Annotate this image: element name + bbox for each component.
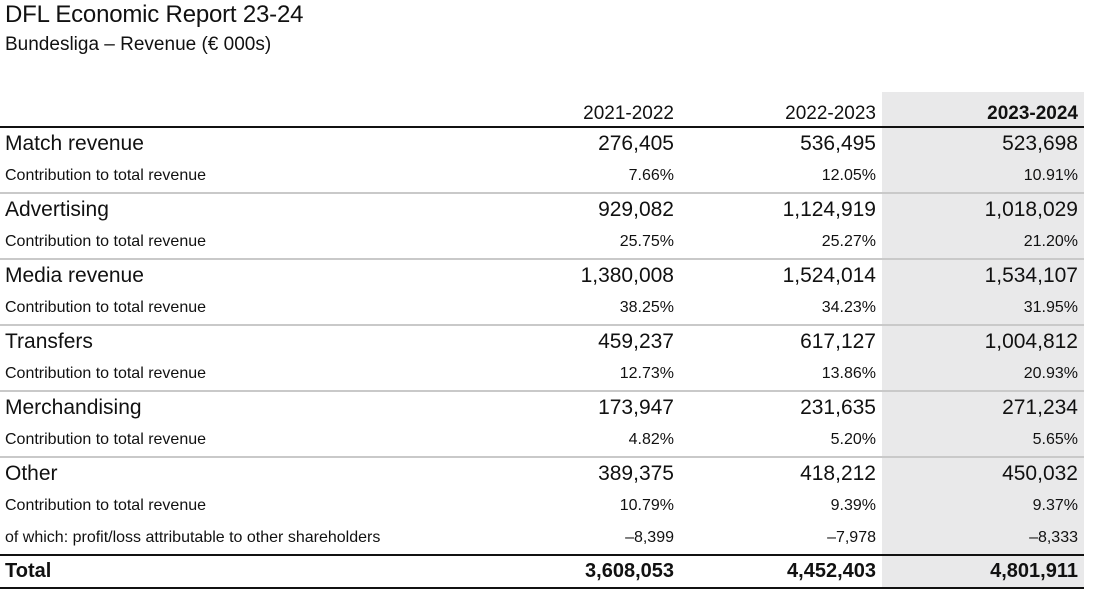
value-cell: 536,495	[800, 132, 876, 155]
row-label: Advertising	[5, 198, 109, 221]
value-cell: 1,018,029	[882, 193, 1084, 226]
row-label: Contribution to total revenue	[0, 358, 478, 392]
value-cell: 25.27%	[680, 226, 882, 260]
row-label: Contribution to total revenue	[0, 424, 478, 458]
table-row-advertising: Advertising 929,082 1,124,919 1,018,029	[0, 193, 1084, 226]
value-cell: 459,237	[598, 330, 674, 353]
value-cell: 389,375	[598, 462, 674, 485]
row-label: Total	[0, 554, 478, 589]
header-label-cell	[0, 92, 478, 128]
value-cell: 21.20%	[882, 226, 1084, 260]
row-label: Contribution to total revenue	[5, 497, 207, 514]
table-row-merchandising: Merchandising 173,947 231,635 271,234	[0, 391, 1084, 424]
value-cell: 20.93%	[882, 358, 1084, 392]
value-cell: 9.39%	[830, 497, 876, 514]
row-label: Match revenue	[5, 132, 144, 155]
value-cell: 1,524,014	[782, 264, 876, 287]
value-cell: 4,801,911	[882, 554, 1084, 589]
row-label: Merchandising	[5, 396, 142, 419]
column-header-2023-2024: 2023-2024	[882, 92, 1084, 128]
value-cell: 12.73%	[478, 358, 680, 392]
row-label: Contribution to total revenue	[0, 160, 478, 194]
value-cell: 10.91%	[882, 160, 1084, 194]
report-title: DFL Economic Report 23-24	[5, 1, 304, 28]
value-cell: 1,004,812	[882, 325, 1084, 358]
value-cell: –7,978	[827, 529, 876, 546]
value-cell: 10.79%	[619, 497, 674, 514]
value-cell: 13.86%	[680, 358, 882, 392]
row-label: Transfers	[5, 330, 93, 353]
table-row-media-revenue-contribution: Contribution to total revenue 38.25% 34.…	[0, 292, 1084, 326]
value-cell: 929,082	[598, 198, 674, 221]
value-cell: 5.65%	[882, 424, 1084, 458]
row-label: Other	[5, 462, 58, 485]
table-row-other-contribution: Contribution to total revenue 10.79% 9.3…	[0, 490, 1084, 522]
table-row-media-revenue: Media revenue 1,380,008 1,524,014 1,534,…	[0, 259, 1084, 292]
value-cell: 276,405	[598, 132, 674, 155]
value-cell: 1,124,919	[782, 198, 876, 221]
value-cell: 4,452,403	[680, 554, 882, 589]
value-cell: 1,534,107	[882, 259, 1084, 292]
column-header-2022-2023: 2022-2023	[680, 92, 882, 128]
value-cell: 9.37%	[882, 490, 1084, 522]
table-row-other-shareholders: of which: profit/loss attributable to ot…	[0, 522, 1084, 555]
value-cell: 5.20%	[680, 424, 882, 458]
value-cell: 418,212	[800, 462, 876, 485]
table-row-transfers: Transfers 459,237 617,127 1,004,812	[0, 325, 1084, 358]
value-cell: 173,947	[598, 396, 674, 419]
revenue-table: 2021-2022 2022-2023 2023-2024 Match reve…	[0, 92, 1084, 589]
value-cell: 617,127	[800, 330, 876, 353]
table-row-match-revenue: Match revenue 276,405 536,495 523,698	[0, 127, 1084, 160]
value-cell: 4.82%	[478, 424, 680, 458]
table-row-merchandising-contribution: Contribution to total revenue 4.82% 5.20…	[0, 424, 1084, 458]
table-row-transfers-contribution: Contribution to total revenue 12.73% 13.…	[0, 358, 1084, 392]
value-cell: 523,698	[882, 127, 1084, 160]
value-cell: 25.75%	[478, 226, 680, 260]
value-cell: 38.25%	[478, 292, 680, 326]
report-subtitle: Bundesliga – Revenue (€ 000s)	[5, 34, 272, 55]
value-cell: –8,399	[625, 529, 674, 546]
value-cell: 231,635	[800, 396, 876, 419]
table-row-total: Total 3,608,053 4,452,403 4,801,911	[0, 554, 1084, 589]
value-cell: 450,032	[882, 457, 1084, 490]
row-label: Contribution to total revenue	[0, 292, 478, 326]
table-row-match-revenue-contribution: Contribution to total revenue 7.66% 12.0…	[0, 160, 1084, 194]
table-row-advertising-contribution: Contribution to total revenue 25.75% 25.…	[0, 226, 1084, 260]
value-cell: 7.66%	[478, 160, 680, 194]
value-cell: 1,380,008	[580, 264, 674, 287]
value-cell: –8,333	[882, 522, 1084, 555]
value-cell: 3,608,053	[478, 554, 680, 589]
table-header-row: 2021-2022 2022-2023 2023-2024	[0, 92, 1084, 128]
value-cell: 34.23%	[680, 292, 882, 326]
row-label: Contribution to total revenue	[0, 226, 478, 260]
value-cell: 271,234	[882, 391, 1084, 424]
table-row-other: Other 389,375 418,212 450,032	[0, 457, 1084, 490]
value-cell: 12.05%	[680, 160, 882, 194]
value-cell: 31.95%	[882, 292, 1084, 326]
column-header-2021-2022: 2021-2022	[478, 92, 680, 128]
row-label: Media revenue	[5, 264, 144, 287]
row-label: of which: profit/loss attributable to ot…	[5, 529, 381, 546]
